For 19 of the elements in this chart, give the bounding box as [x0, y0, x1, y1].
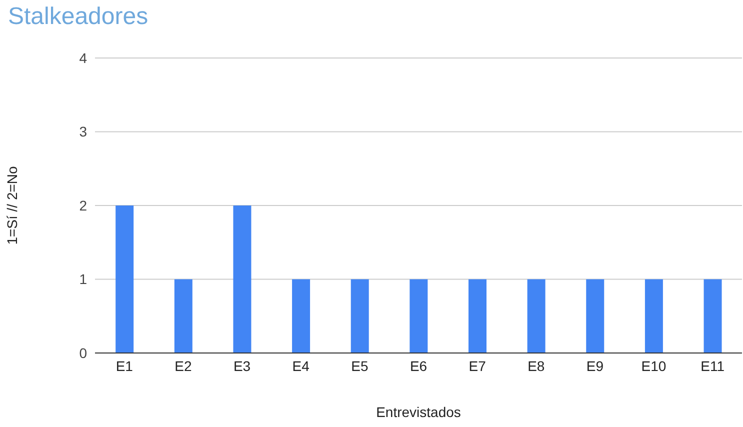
y-tick-label: 1 — [79, 271, 88, 288]
y-axis-title: 1=Sí // 2=No — [4, 166, 20, 245]
x-tick-label: E1 — [116, 358, 134, 374]
x-tick-label: E10 — [641, 358, 666, 374]
x-tick-label: E8 — [528, 358, 545, 374]
y-tick-label: 0 — [79, 344, 88, 361]
x-tick-label: E7 — [468, 358, 486, 374]
y-tick-label: 3 — [79, 124, 88, 140]
x-tick-label: E6 — [410, 358, 428, 374]
chart-title: Stalkeadores — [8, 3, 148, 31]
y-tick-label: 2 — [79, 197, 88, 214]
y-tick-label: 4 — [79, 50, 88, 66]
x-tick-label: E3 — [233, 358, 251, 374]
x-tick-label: E4 — [292, 358, 310, 374]
x-tick-label: E5 — [351, 358, 368, 374]
x-axis-title: Entrevistados — [376, 404, 461, 420]
x-tick-label: E9 — [586, 358, 604, 374]
x-tick-label: E2 — [174, 358, 192, 374]
x-tick-label: E11 — [700, 358, 725, 374]
